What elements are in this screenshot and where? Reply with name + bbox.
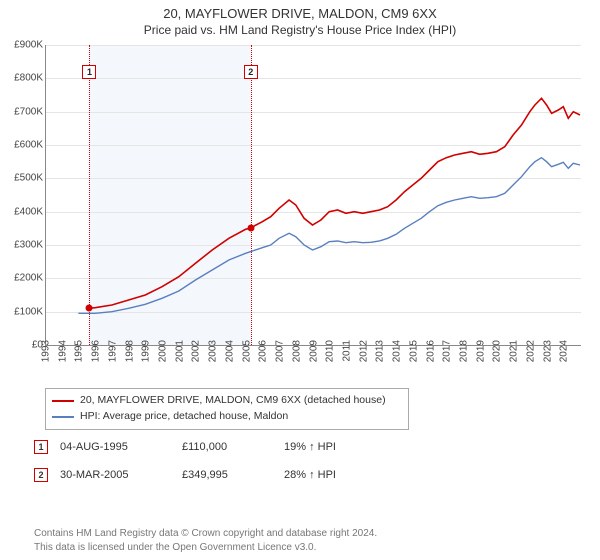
y-axis-label: £900K bbox=[1, 40, 43, 51]
y-axis-label: £0 bbox=[1, 340, 43, 351]
legend-swatch-hpi bbox=[52, 416, 74, 418]
legend-item-hpi: HPI: Average price, detached house, Mald… bbox=[52, 409, 402, 425]
series-line-hpi bbox=[78, 158, 580, 314]
transaction-row: 2 30-MAR-2005 £349,995 28% ↑ HPI bbox=[34, 468, 336, 482]
footer-line2: This data is licensed under the Open Gov… bbox=[34, 541, 377, 555]
y-axis-label: £200K bbox=[1, 273, 43, 284]
y-axis-label: £300K bbox=[1, 240, 43, 251]
transaction-marker-icon: 2 bbox=[34, 468, 48, 482]
legend-item-property: 20, MAYFLOWER DRIVE, MALDON, CM9 6XX (de… bbox=[52, 393, 402, 409]
transaction-marker-icon: 1 bbox=[34, 440, 48, 454]
y-axis-label: £700K bbox=[1, 106, 43, 117]
footer-line1: Contains HM Land Registry data © Crown c… bbox=[34, 527, 377, 541]
y-axis-label: £100K bbox=[1, 306, 43, 317]
page-subtitle: Price paid vs. HM Land Registry's House … bbox=[0, 23, 600, 37]
legend-label-hpi: HPI: Average price, detached house, Mald… bbox=[80, 409, 288, 425]
price-chart: £0£100K£200K£300K£400K£500K£600K£700K£80… bbox=[45, 45, 580, 345]
transaction-date: 30-MAR-2005 bbox=[60, 469, 170, 481]
legend-label-property: 20, MAYFLOWER DRIVE, MALDON, CM9 6XX (de… bbox=[80, 393, 386, 409]
page-title: 20, MAYFLOWER DRIVE, MALDON, CM9 6XX bbox=[0, 0, 600, 23]
y-axis-label: £400K bbox=[1, 206, 43, 217]
transaction-price: £349,995 bbox=[182, 469, 272, 481]
y-axis-label: £600K bbox=[1, 140, 43, 151]
transaction-date: 04-AUG-1995 bbox=[60, 441, 170, 453]
transaction-price: £110,000 bbox=[182, 441, 272, 453]
y-axis-label: £800K bbox=[1, 73, 43, 84]
legend: 20, MAYFLOWER DRIVE, MALDON, CM9 6XX (de… bbox=[45, 388, 409, 430]
legend-swatch-property bbox=[52, 400, 74, 402]
footer-attribution: Contains HM Land Registry data © Crown c… bbox=[34, 527, 377, 554]
transaction-delta: 28% ↑ HPI bbox=[284, 469, 336, 481]
transaction-delta: 19% ↑ HPI bbox=[284, 441, 336, 453]
y-axis-label: £500K bbox=[1, 173, 43, 184]
series-line-property_price bbox=[89, 98, 581, 308]
transaction-row: 1 04-AUG-1995 £110,000 19% ↑ HPI bbox=[34, 440, 336, 454]
